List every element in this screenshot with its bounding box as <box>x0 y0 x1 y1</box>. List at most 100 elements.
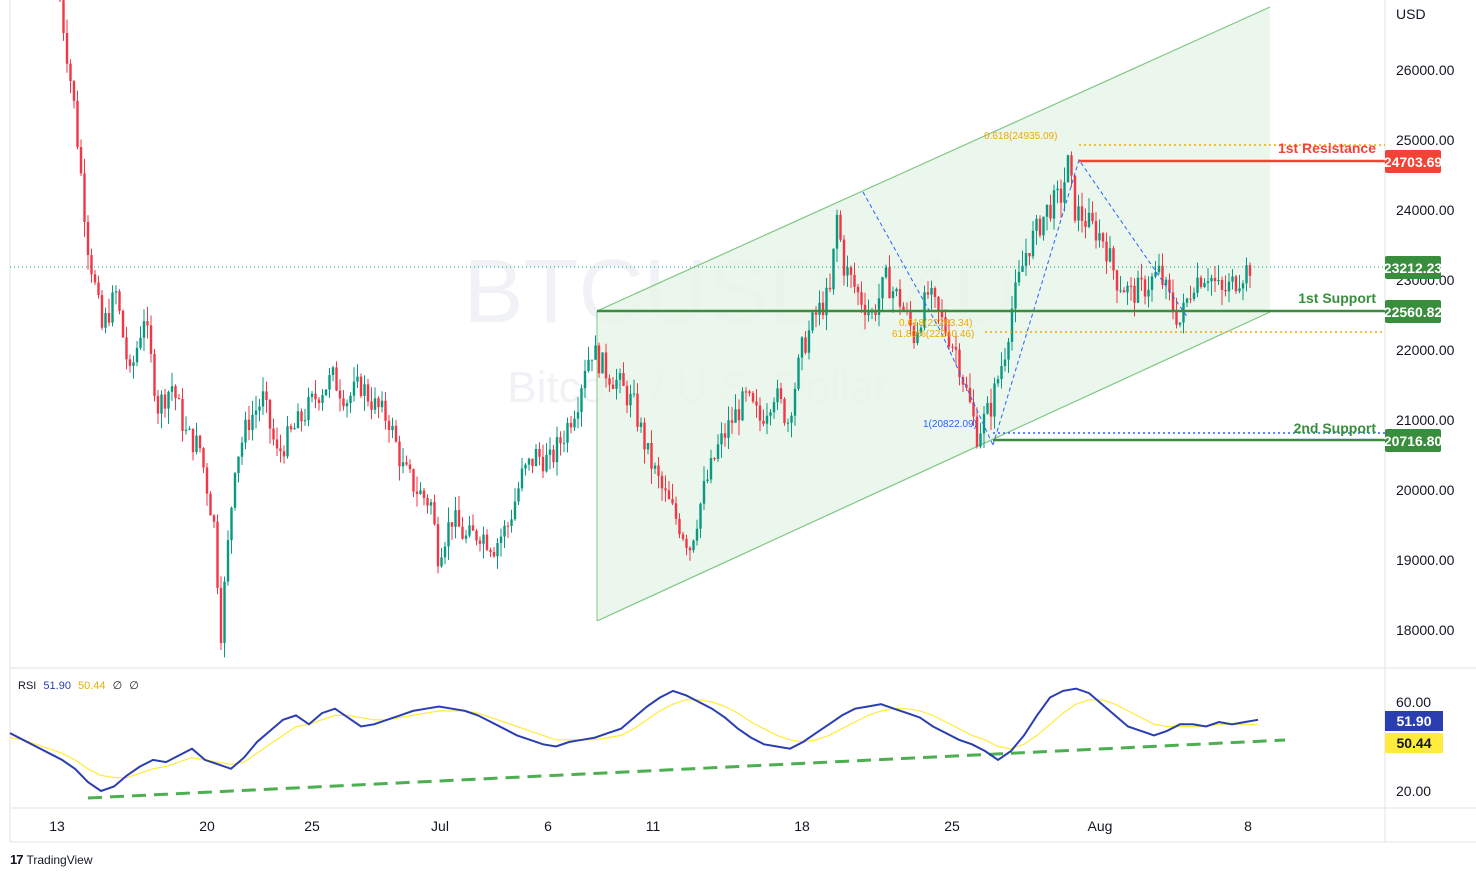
candle-body <box>597 345 601 374</box>
candle-body <box>1164 279 1168 285</box>
candle-body <box>1199 277 1203 287</box>
candle-body <box>821 302 825 316</box>
candle-body <box>706 479 709 481</box>
candle-body <box>408 464 412 470</box>
candle-body <box>513 501 517 520</box>
candle-body <box>1217 279 1220 282</box>
time-tick-7: 25 <box>944 818 960 834</box>
candle-body <box>587 359 590 371</box>
candle-body <box>541 456 545 472</box>
candle-body <box>237 456 240 474</box>
fib-top-label: 0.618(24935.09) <box>984 131 1057 142</box>
candle-body <box>93 274 97 283</box>
candle-body <box>678 518 681 535</box>
candle-body <box>359 376 363 397</box>
candle-body <box>811 312 814 331</box>
candle-body <box>713 458 716 460</box>
candle-body <box>135 347 139 363</box>
time-tick-2: 25 <box>304 818 320 834</box>
candle-body <box>524 464 527 469</box>
candle-body <box>552 449 555 463</box>
candle-body <box>62 0 65 34</box>
candle-body <box>622 373 625 386</box>
candle-body <box>107 312 111 323</box>
candle-body <box>814 312 818 315</box>
candle-body <box>170 386 174 392</box>
candle-body <box>181 398 184 431</box>
rsi-legend-extra1: ∅ <box>113 680 123 692</box>
candle-body <box>1227 281 1231 292</box>
candle-body <box>881 277 884 299</box>
candle-body <box>391 425 394 431</box>
support1-tag-bg <box>1385 300 1441 323</box>
candle-body <box>842 239 846 276</box>
support1-tag: 22560.82 <box>1384 304 1443 320</box>
price-tick-2: 24000.00 <box>1396 202 1455 218</box>
candle-body <box>1070 155 1073 176</box>
candle-body <box>1003 359 1007 366</box>
candle-body <box>321 395 324 404</box>
candle-body <box>429 502 433 506</box>
candle-body <box>569 422 573 428</box>
rsi-axis-60: 60.00 <box>1396 694 1431 710</box>
candle-body <box>422 490 426 498</box>
candle-body <box>1038 218 1042 236</box>
candle-body <box>111 292 114 323</box>
candle-body <box>342 398 345 407</box>
candle-body <box>790 415 793 423</box>
candle-body <box>492 551 496 557</box>
candle-body <box>352 381 356 396</box>
rsi-legend-extra2: ∅ <box>129 680 139 692</box>
candle-body <box>1133 285 1136 303</box>
candle-body <box>1042 216 1045 236</box>
candle-body <box>1031 230 1035 257</box>
candle-body <box>671 499 674 504</box>
time-tick-9: 8 <box>1244 818 1252 834</box>
candle-body <box>1115 270 1119 291</box>
time-tick-8: Aug <box>1088 818 1113 834</box>
candle-body <box>517 488 520 502</box>
candle-body <box>1000 365 1003 380</box>
candle-body <box>877 298 881 315</box>
currency-label: USD <box>1396 6 1426 22</box>
candle-body <box>566 422 569 443</box>
candle-body <box>1028 253 1031 257</box>
candle-body <box>664 488 667 491</box>
time-axis: 13 20 25 Jul 6 11 18 25 Aug 8 <box>49 818 1252 834</box>
candle-body <box>1024 253 1028 266</box>
tradingview-logo[interactable]: 17 TradingView <box>10 852 93 867</box>
candle-body <box>884 267 888 278</box>
resistance-tag-bg <box>1385 150 1441 173</box>
candle-body <box>1021 265 1024 272</box>
resistance-tag: 24703.69 <box>1384 154 1443 170</box>
candle-body <box>310 393 314 397</box>
candle-body <box>366 384 370 402</box>
candle-body <box>916 331 919 344</box>
candle-body <box>461 526 464 539</box>
candle-body <box>818 302 821 315</box>
candle-body <box>709 458 713 480</box>
candle-body <box>898 288 902 307</box>
candle-body <box>895 288 898 292</box>
candle-body <box>828 287 832 290</box>
candle-body <box>289 426 293 430</box>
candle-body <box>562 442 566 444</box>
candle-body <box>363 384 366 397</box>
channel-upper-line <box>596 6 1271 312</box>
candle-body <box>1049 204 1052 219</box>
candle-body <box>296 411 300 429</box>
candle-body <box>254 410 258 415</box>
candle-body <box>944 317 947 333</box>
rsi-ma-tag: 50.44 <box>1396 735 1431 751</box>
candle-body <box>216 521 219 588</box>
candle-body <box>153 353 156 396</box>
candle-body <box>965 384 968 388</box>
price-tick-7: 19000.00 <box>1396 552 1455 568</box>
candle-body <box>128 359 132 366</box>
candle-body <box>559 437 562 444</box>
candle-body <box>1119 290 1122 292</box>
candle-body <box>629 393 632 406</box>
candle-body <box>573 418 576 428</box>
candle-body <box>188 428 191 430</box>
